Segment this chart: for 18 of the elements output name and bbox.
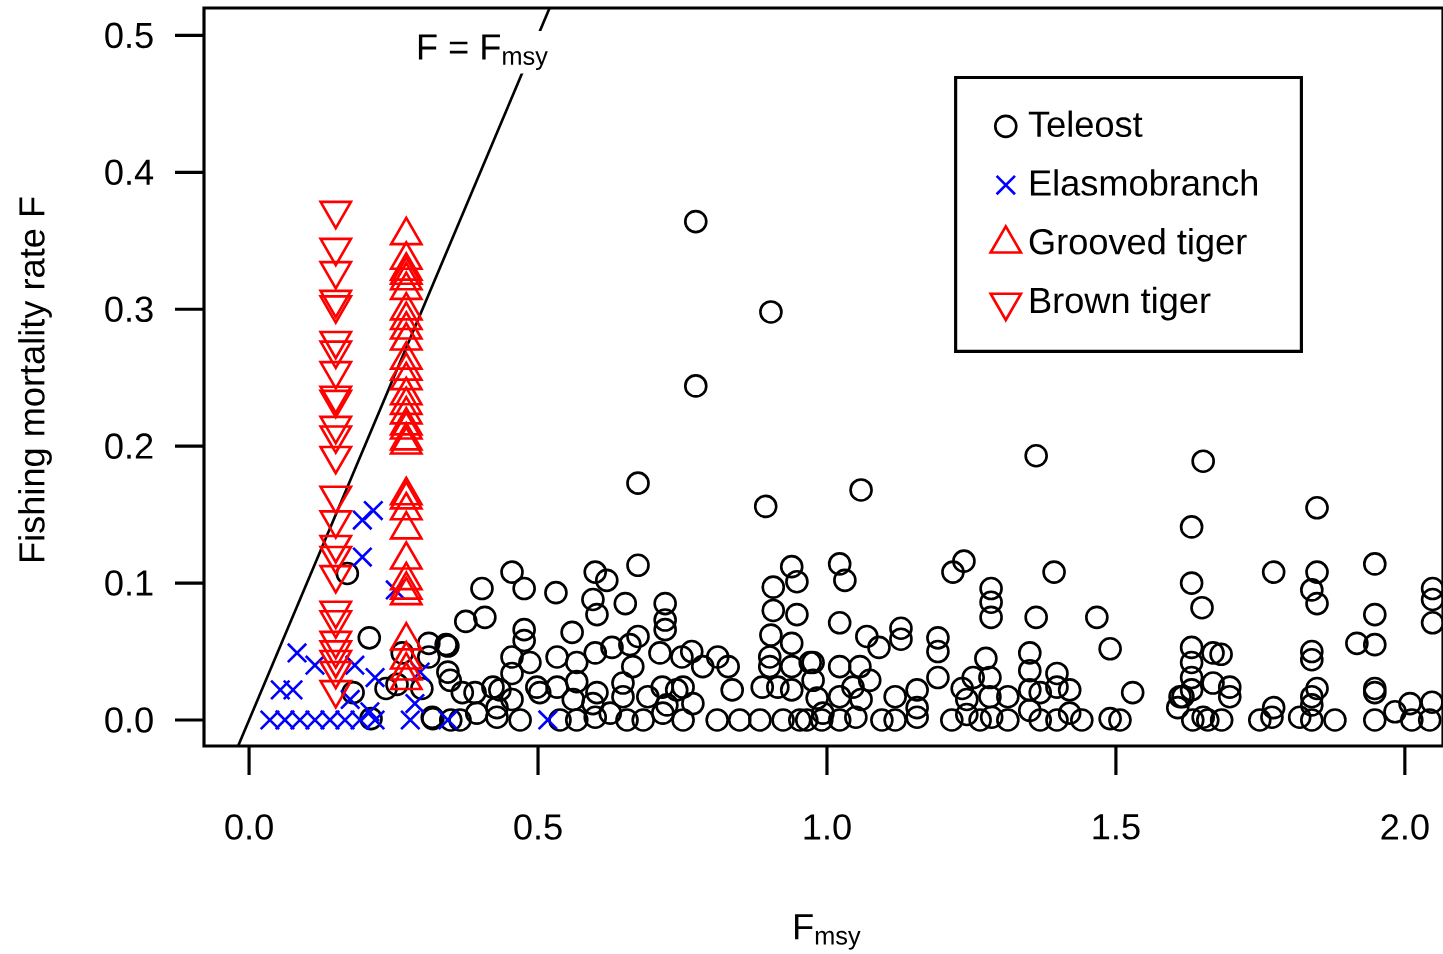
y-tick-label: 0.3 xyxy=(105,296,153,323)
y-tick-label: 0.4 xyxy=(105,159,154,186)
legend-label: Teleost xyxy=(1028,110,1143,138)
y-tick-label: 0.1 xyxy=(105,570,153,596)
x-tick-label: 1.5 xyxy=(1093,814,1140,840)
legend-label: Elasmobranch xyxy=(1030,169,1258,196)
x-axis-title: F$_{msy}$ xyxy=(795,914,861,950)
annotation: F = F$_{msy}$ xyxy=(418,34,548,70)
x-tick-label: 1.0 xyxy=(804,814,851,840)
x-tick-label: 2.0 xyxy=(1381,814,1429,840)
x-tick-label: 0.0 xyxy=(225,814,273,840)
y-tick-label: 0.5 xyxy=(105,22,153,49)
legend-label: Grooved tiger xyxy=(1029,227,1247,262)
y-axis-title: Fishing mortality rate F xyxy=(18,197,52,562)
x-tick-label: 0.5 xyxy=(514,814,562,840)
y-tick-label: 0.0 xyxy=(105,707,153,733)
y-tick-label: 0.2 xyxy=(105,433,153,459)
legend-label: Brown tiger xyxy=(1030,286,1211,321)
